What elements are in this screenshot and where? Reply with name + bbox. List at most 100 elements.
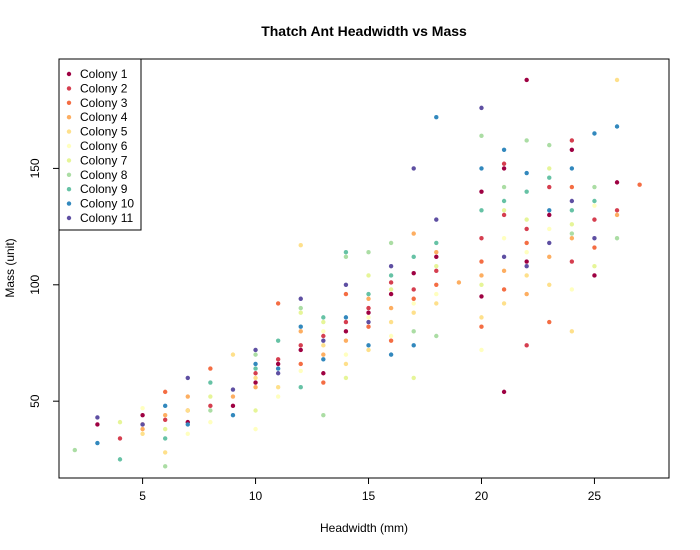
data-point-colony-7 — [547, 166, 552, 171]
plot-frame — [58, 58, 670, 479]
data-point-colony-1 — [366, 310, 371, 315]
data-point-colony-2 — [275, 357, 281, 362]
data-point-colony-6 — [321, 329, 326, 334]
data-point-colony-1 — [298, 347, 303, 353]
legend-box — [58, 58, 142, 231]
data-point-colony-3 — [637, 182, 642, 187]
x-axis-title: Headwidth (mm) — [320, 521, 408, 535]
data-point-colony-7 — [366, 273, 371, 278]
data-point-colony-10 — [524, 170, 529, 176]
data-point-colony-11 — [275, 371, 281, 376]
data-point-colony-6 — [388, 333, 394, 339]
data-point-colony-5 — [569, 329, 575, 334]
data-point-colony-3 — [321, 380, 326, 385]
data-point-colony-4 — [411, 231, 416, 236]
data-point-colony-7 — [479, 282, 484, 287]
data-point-colony-7 — [117, 419, 123, 425]
data-point-colony-11 — [298, 296, 303, 301]
data-point-colony-1 — [275, 361, 281, 367]
data-point-colony-7 — [434, 263, 439, 269]
data-point-colony-2 — [524, 343, 529, 348]
legend-label: Colony 8 — [80, 168, 128, 182]
data-point-colony-1 — [479, 189, 484, 194]
data-point-colony-3 — [298, 361, 303, 367]
data-point-colony-1 — [321, 371, 326, 376]
data-point-colony-3 — [366, 324, 371, 329]
y-tick-label: 150 — [28, 158, 42, 178]
data-point-colony-10 — [501, 147, 507, 152]
data-point-colony-5 — [434, 301, 439, 306]
data-point-colony-4 — [434, 250, 439, 255]
legend-label: Colony 11 — [80, 211, 133, 225]
data-point-colony-9 — [592, 198, 597, 204]
data-point-colony-11 — [253, 347, 258, 353]
data-point-colony-11 — [501, 254, 507, 260]
data-point-colony-11 — [524, 263, 529, 269]
data-point-colony-7 — [321, 319, 326, 325]
data-point-colony-2 — [479, 236, 484, 241]
data-point-colony-9 — [321, 315, 326, 320]
data-point-colony-2 — [321, 333, 326, 339]
data-point-colony-7 — [162, 426, 168, 432]
legend-label: Colony 1 — [80, 67, 128, 81]
x-tick-label: 25 — [588, 489, 602, 503]
data-point-colony-1 — [343, 329, 349, 334]
data-point-colony-2 — [501, 161, 507, 166]
legend-marker — [66, 71, 72, 77]
data-point-colony-1 — [524, 259, 529, 264]
data-point-colony-8 — [569, 231, 575, 236]
data-point-colony-8 — [72, 447, 78, 453]
data-point-colony-6 — [185, 431, 190, 436]
data-point-colony-10 — [434, 114, 439, 120]
data-point-colony-4 — [501, 268, 507, 274]
legend-marker — [66, 215, 72, 221]
chart-title: Thatch Ant Headwidth vs Mass — [261, 23, 467, 39]
data-point-colony-11 — [95, 415, 100, 420]
data-point-colony-9 — [501, 198, 507, 204]
data-point-colony-2 — [162, 417, 168, 423]
data-point-colony-11 — [185, 375, 190, 381]
data-point-colony-6 — [275, 394, 281, 399]
data-point-colony-8 — [479, 133, 484, 139]
data-point-colony-1 — [614, 180, 620, 185]
data-point-colony-1 — [230, 403, 236, 409]
data-point-colony-8 — [298, 305, 303, 311]
data-point-colony-3 — [524, 240, 529, 246]
data-point-colony-3 — [479, 324, 484, 329]
data-point-colony-9 — [208, 380, 213, 385]
data-point-colony-10 — [298, 324, 303, 329]
data-point-colony-9 — [547, 175, 552, 180]
data-point-colony-1 — [524, 77, 529, 83]
data-point-colony-2 — [388, 280, 394, 285]
data-point-colony-10 — [343, 315, 349, 320]
data-point-colony-7 — [501, 208, 507, 213]
data-point-colony-9 — [366, 291, 371, 297]
data-point-colony-5 — [162, 450, 168, 455]
data-point-colony-9 — [275, 338, 281, 343]
data-point-colony-11 — [366, 319, 371, 325]
data-point-colony-11 — [321, 338, 326, 343]
y-axis: 50 100 150 — [28, 158, 60, 408]
data-point-colony-8 — [162, 464, 168, 469]
data-point-colony-10 — [185, 422, 190, 427]
data-point-colony-2 — [208, 403, 213, 409]
data-point-colony-5 — [366, 347, 371, 353]
data-point-colony-5 — [343, 361, 349, 367]
data-point-colony-5 — [524, 273, 529, 278]
data-point-colony-5 — [298, 243, 303, 248]
data-point-colony-1 — [569, 147, 575, 152]
data-point-colony-5 — [253, 375, 258, 381]
data-point-colony-9 — [388, 273, 394, 278]
legend-marker — [66, 158, 72, 163]
data-point-colony-8 — [411, 329, 416, 334]
data-point-colony-9 — [117, 457, 123, 462]
data-point-colony-8 — [434, 333, 439, 339]
data-point-colony-8 — [592, 184, 597, 190]
data-point-colony-6 — [501, 236, 507, 241]
data-point-colony-6 — [434, 291, 439, 297]
data-point-colony-4 — [456, 280, 462, 285]
data-point-colony-9 — [162, 436, 168, 441]
data-point-colony-4 — [140, 426, 145, 432]
legend-label: Colony 10 — [80, 197, 134, 211]
